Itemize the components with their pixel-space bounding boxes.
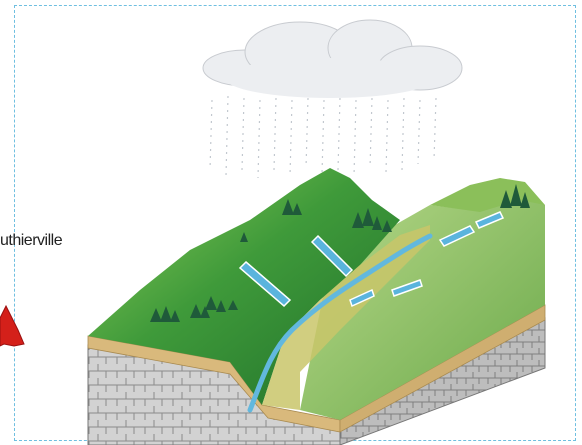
- runoff-arrow-icon: [238, 211, 505, 308]
- terrain-block: [87, 168, 546, 445]
- tree-icon: [150, 184, 530, 322]
- cloud-icon: [202, 19, 463, 98]
- place-label: uthierville: [0, 232, 63, 249]
- rain-icon: [209, 95, 437, 179]
- red-marker-icon: [0, 304, 25, 347]
- river: [247, 233, 433, 413]
